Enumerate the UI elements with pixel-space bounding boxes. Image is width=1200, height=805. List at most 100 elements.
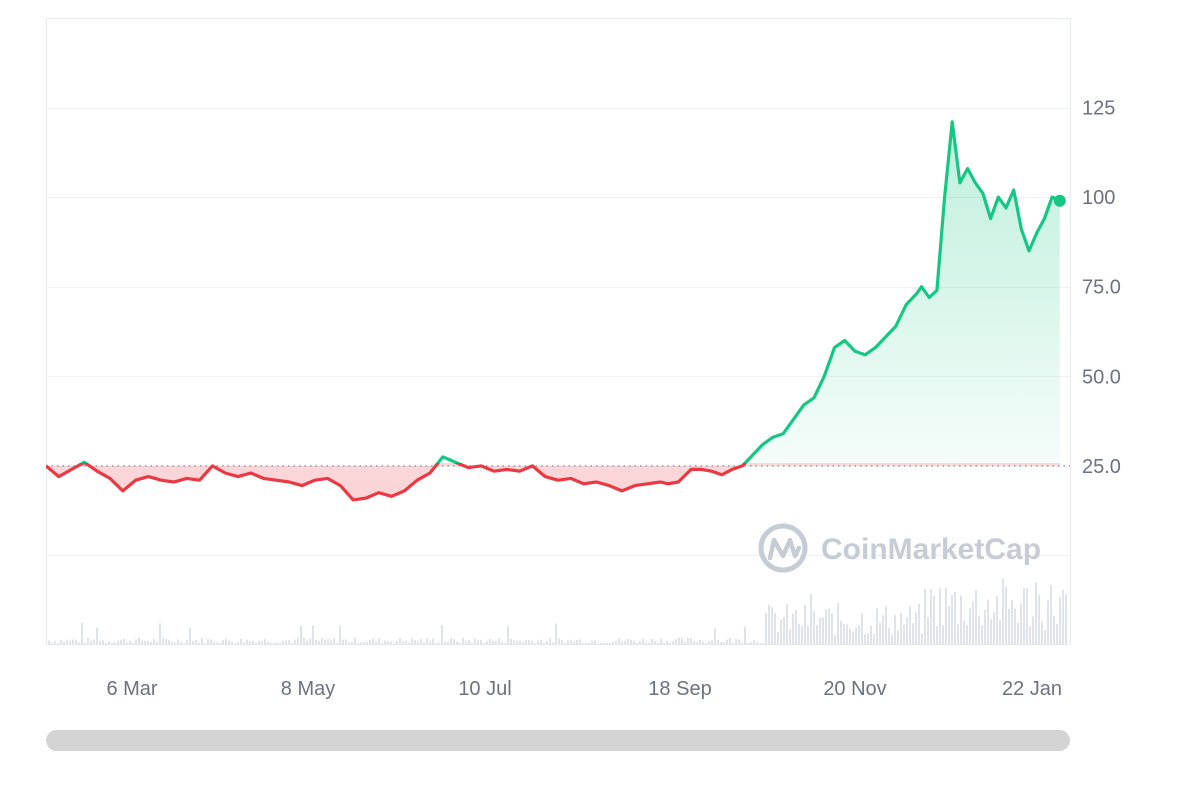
volume-bar: [150, 641, 152, 645]
volume-bar: [522, 642, 524, 645]
volume-bar: [741, 643, 743, 645]
volume-bar: [198, 642, 200, 645]
volume-bar: [129, 640, 131, 645]
volume-bar: [750, 642, 752, 645]
volume-bar: [627, 638, 629, 645]
volume-bar: [153, 639, 155, 645]
volume-bar: [1053, 615, 1055, 645]
volume-bar: [813, 611, 815, 645]
volume-bar: [837, 603, 839, 645]
volume-bar: [696, 642, 698, 645]
y-tick-label: 100: [1082, 187, 1115, 209]
volume-bar: [948, 606, 950, 645]
volume-bar: [408, 642, 410, 645]
volume-bar: [453, 638, 455, 645]
volume-bar: [939, 588, 941, 645]
volume-bar: [219, 643, 221, 645]
volume-bar: [708, 641, 710, 645]
volume-bar: [132, 643, 134, 645]
volume-bar: [858, 625, 860, 645]
x-tick-label: 10 Jul: [458, 678, 511, 700]
volume-bar: [855, 627, 857, 645]
volume-bar: [231, 641, 233, 645]
volume-bar: [111, 643, 113, 645]
volume-bar: [285, 640, 287, 645]
volume-bar: [705, 642, 707, 645]
volume-bar: [993, 612, 995, 645]
volume-bar: [411, 638, 413, 645]
volume-bar: [768, 604, 770, 645]
area-above-baseline: [83, 121, 1060, 463]
volume-bar: [942, 625, 944, 645]
volume-bar: [555, 623, 557, 645]
volume-bar: [795, 609, 797, 645]
volume-bar: [807, 625, 809, 645]
volume-bar: [645, 642, 647, 645]
volume-bar: [333, 638, 335, 645]
volume-bar: [192, 640, 194, 645]
volume-bar: [765, 612, 767, 645]
volume-bar: [831, 613, 833, 645]
volume-bar: [345, 639, 347, 645]
volume-bar: [1050, 584, 1052, 645]
volume-bar: [138, 637, 140, 645]
volume-bar: [723, 642, 725, 645]
volume-bar: [321, 637, 323, 645]
volume-bar: [240, 638, 242, 645]
volume-bar: [975, 590, 977, 645]
volume-bar: [762, 643, 764, 645]
volume-bar: [72, 639, 74, 645]
volume-bar: [93, 639, 95, 645]
volume-bar: [564, 643, 566, 645]
volume-bar: [822, 617, 824, 645]
volume-bar: [801, 626, 803, 645]
volume-bar: [381, 642, 383, 645]
y-axis-labels: 25.0 50.0 75.0 100 125: [1082, 98, 1121, 478]
volume-bar: [135, 639, 137, 645]
volume-bar: [945, 587, 947, 645]
volume-bar: [810, 593, 812, 645]
volume-bar: [1029, 626, 1031, 645]
volume-bar: [1023, 588, 1025, 645]
volume-bar: [735, 639, 737, 645]
volume-bar: [597, 642, 599, 645]
watermark-text: CoinMarketCap: [821, 533, 1041, 566]
volume-bar: [636, 642, 638, 645]
volume-bar: [423, 642, 425, 645]
volume-bar: [510, 638, 512, 645]
volume-bar: [1059, 596, 1061, 645]
volume-bar: [309, 638, 311, 645]
volume-bar: [492, 640, 494, 645]
volume-bar: [369, 639, 371, 645]
volume-bar: [543, 642, 545, 645]
volume-bar: [279, 643, 281, 645]
volume-bar: [276, 642, 278, 645]
volume-bar: [384, 640, 386, 645]
volume-bar: [162, 637, 164, 645]
chart-range-scrollbar[interactable]: [46, 730, 1070, 751]
volume-bar: [261, 641, 263, 645]
volume-bar: [687, 638, 689, 645]
volume-bar: [168, 640, 170, 645]
volume-bar: [966, 625, 968, 645]
volume-bar: [744, 626, 746, 645]
volume-bar: [159, 623, 161, 645]
volume-bar: [630, 639, 632, 645]
volume-bar: [1014, 608, 1016, 645]
volume-bar: [444, 641, 446, 645]
volume-bar: [108, 641, 110, 645]
volume-bar: [870, 625, 872, 645]
volume-bar: [258, 640, 260, 645]
volume-bar: [117, 640, 119, 645]
x-tick-label: 18 Sep: [648, 678, 711, 700]
volume-bar: [648, 642, 650, 645]
volume-bar: [804, 604, 806, 645]
volume-bar: [282, 640, 284, 645]
volume-bar: [954, 591, 956, 645]
volume-bar: [669, 643, 671, 645]
volume-bar: [267, 641, 269, 645]
volume-bar: [690, 638, 692, 645]
volume-bar: [933, 595, 935, 645]
volume-bar: [273, 643, 275, 645]
volume-bar: [660, 639, 662, 645]
